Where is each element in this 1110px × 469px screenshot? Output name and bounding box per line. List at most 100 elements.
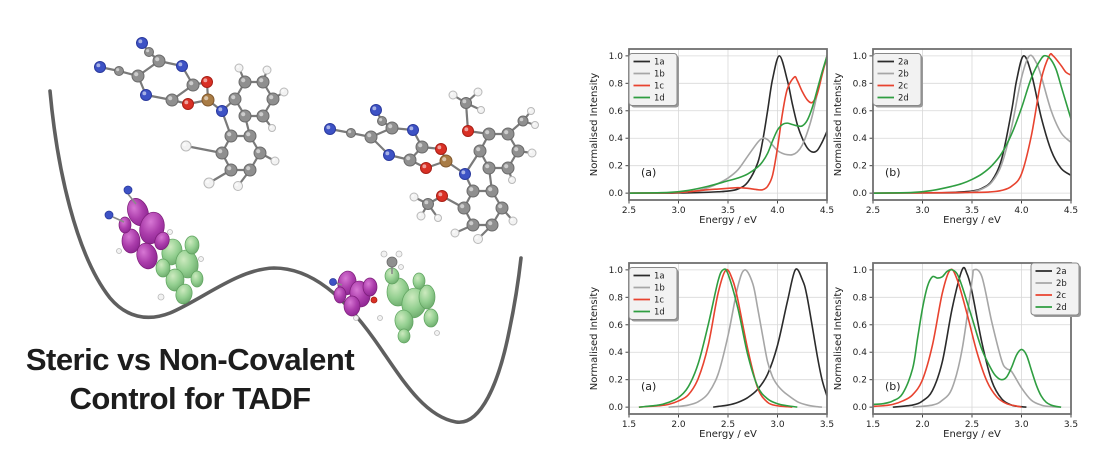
x-tick-label: 3.0 (770, 420, 785, 430)
x-tick-label: 1.5 (866, 420, 880, 430)
atom-nitrogen (370, 104, 382, 116)
atom-highlight (450, 92, 454, 96)
potential-energy-curve (48, 89, 523, 424)
atom-hydrogen (448, 90, 458, 100)
molecule-structure-2 (324, 87, 539, 244)
x-tick-label: 2.0 (915, 420, 930, 430)
atom-hydrogen (198, 256, 204, 262)
atom-hydrogen (157, 293, 165, 301)
atom-hydrogen (116, 248, 122, 254)
orbital-lobe-green (190, 270, 204, 288)
atom-carbon (266, 92, 280, 106)
atom-highlight (203, 78, 208, 83)
orbital-lobe-green (175, 249, 199, 279)
atom-highlight (218, 149, 223, 154)
y-axis-label: Normalised Intensity (833, 287, 844, 390)
x-tick-label: 3.0 (671, 206, 686, 216)
x-axis-label: Energy / eV (699, 215, 757, 226)
atom-carbon (238, 109, 252, 123)
legend-box (1030, 262, 1080, 316)
panel-label: (b) (885, 380, 901, 393)
orbital-lobe-magenta (343, 295, 361, 317)
molecule-structure-1 (94, 37, 289, 191)
atom-highlight (142, 91, 147, 96)
atom-highlight (269, 95, 274, 100)
atom-highlight (272, 158, 276, 162)
chart-absorption-1: 2.5 3.0 3.5 4.0 4.5 0.0 0.2 0.4 0.6 0.8 1.0 (a) Ener… (585, 20, 845, 230)
panel-label: (a) (641, 166, 656, 179)
atom-hydrogen (279, 87, 289, 97)
atom-highlight (485, 164, 490, 169)
panel-label: (b) (885, 166, 901, 179)
left-illustration: Steric vs Non-Covalent Control for TADF (26, 37, 539, 424)
atom-highlight (488, 187, 493, 192)
atom-highlight (475, 89, 479, 93)
y-tick-label: 0.2 (853, 162, 867, 172)
atom-hydrogen (508, 176, 516, 184)
atom-carbon (131, 69, 145, 83)
atom-highlight (178, 62, 183, 67)
tick-labels: 1.5 2.0 2.5 3.0 3.5 0.0 0.2 0.4 0.6 0.8 1.0 (609, 266, 834, 430)
atom-highlight (388, 124, 393, 129)
x-tick-label: 2.5 (622, 206, 636, 216)
atom-carbon (224, 129, 238, 143)
atom-hydrogen (262, 65, 272, 75)
legend-label-1d: 1d (654, 94, 665, 104)
x-tick-label: 1.5 (622, 420, 636, 430)
bond (127, 193, 137, 205)
y-tick-label: 0.4 (853, 348, 868, 358)
orbital-lobe-magenta (333, 286, 347, 304)
atom-carbon (473, 144, 487, 158)
atom-highlight (488, 221, 493, 226)
atom-highlight (462, 99, 467, 104)
atom-nitrogen (216, 105, 228, 117)
chart-emission-2: 1.5 2.0 2.5 3.0 3.5 0.0 0.2 0.4 0.6 0.8 1.0 (b) Ener… (829, 234, 1089, 444)
legend-label-2c: 2c (898, 82, 908, 92)
atom-carbon (386, 256, 398, 268)
series-curve-2c (873, 52, 1071, 194)
atom-hydrogen (270, 156, 280, 166)
atom-hydrogen (531, 121, 539, 129)
legend-label-1a: 1a (654, 58, 665, 68)
atom-hydrogen (527, 148, 537, 158)
atom-highlight (264, 67, 268, 71)
series-curve-1a (713, 268, 827, 408)
atom-oxygen (201, 76, 213, 88)
atom-highlight (372, 106, 377, 111)
atom-highlight (379, 118, 383, 122)
bond (112, 216, 125, 223)
atom-hydrogen (398, 264, 404, 270)
atom-nitrogen (383, 149, 395, 161)
atom-highlight (406, 156, 411, 161)
atom-nitrogen (324, 123, 336, 135)
series-curves (629, 55, 827, 194)
atom-highlight (96, 63, 101, 68)
atom-hydrogen (434, 214, 442, 222)
legend: 1a 1b 1c 1d (628, 53, 679, 108)
orbital-lobe-magenta (136, 242, 158, 270)
atom-highlight (227, 166, 232, 171)
atom-nitrogen (459, 168, 471, 180)
x-tick-label: 2.5 (965, 420, 979, 430)
y-axis-label: Normalised Intensity (589, 287, 600, 390)
atom-oxygen (462, 125, 474, 137)
atom-nitrogen (104, 210, 114, 220)
atom-carbon (346, 128, 356, 138)
orbital-lobe-magenta (118, 216, 132, 234)
atom-carbon (385, 121, 399, 135)
x-axis-label: Energy / eV (943, 429, 1001, 440)
orbital-lobe-magenta (362, 277, 378, 297)
atom-highlight (184, 100, 189, 105)
atom-nitrogen (407, 124, 419, 136)
legend-label-1b: 1b (654, 70, 665, 80)
atom-highlight (475, 236, 479, 240)
atom-carbon (517, 115, 529, 127)
atom-carbon (238, 75, 252, 89)
plot-absorption-series-1: 2.5 3.0 3.5 4.0 4.5 0.0 0.2 0.4 0.6 0.8 1.0 (a) Ener… (589, 48, 834, 226)
y-tick-label: 0.4 (853, 134, 868, 144)
atom-highlight (469, 187, 474, 192)
atom-highlight (461, 170, 466, 175)
series-curves (873, 52, 1071, 195)
atom-hydrogen (180, 140, 192, 152)
y-tick-label: 0.2 (609, 162, 623, 172)
